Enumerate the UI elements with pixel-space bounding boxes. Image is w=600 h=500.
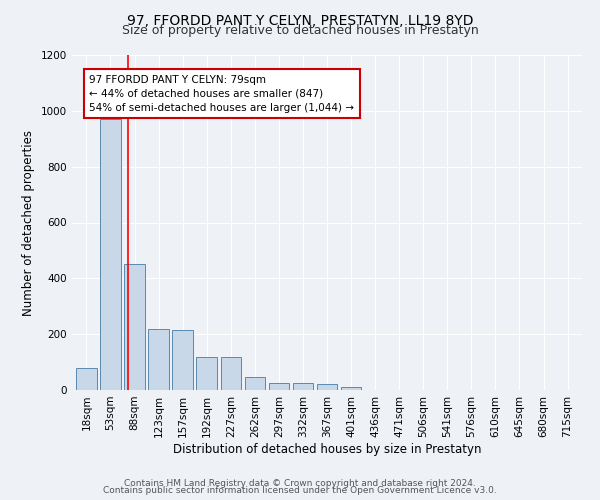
Y-axis label: Number of detached properties: Number of detached properties bbox=[22, 130, 35, 316]
Text: Contains HM Land Registry data © Crown copyright and database right 2024.: Contains HM Land Registry data © Crown c… bbox=[124, 478, 476, 488]
Bar bbox=[100, 119, 121, 390]
Bar bbox=[269, 383, 289, 390]
Bar bbox=[172, 330, 193, 390]
Text: Contains public sector information licensed under the Open Government Licence v3: Contains public sector information licen… bbox=[103, 486, 497, 495]
Bar bbox=[196, 356, 217, 390]
Bar bbox=[341, 387, 361, 390]
Text: 97 FFORDD PANT Y CELYN: 79sqm
← 44% of detached houses are smaller (847)
54% of : 97 FFORDD PANT Y CELYN: 79sqm ← 44% of d… bbox=[89, 74, 355, 112]
Bar bbox=[221, 356, 241, 390]
Bar bbox=[293, 383, 313, 390]
Bar bbox=[245, 378, 265, 390]
Bar bbox=[317, 384, 337, 390]
X-axis label: Distribution of detached houses by size in Prestatyn: Distribution of detached houses by size … bbox=[173, 442, 481, 456]
Bar bbox=[148, 328, 169, 390]
Bar bbox=[76, 368, 97, 390]
Text: 97, FFORDD PANT Y CELYN, PRESTATYN, LL19 8YD: 97, FFORDD PANT Y CELYN, PRESTATYN, LL19… bbox=[127, 14, 473, 28]
Bar bbox=[124, 264, 145, 390]
Text: Size of property relative to detached houses in Prestatyn: Size of property relative to detached ho… bbox=[122, 24, 478, 37]
